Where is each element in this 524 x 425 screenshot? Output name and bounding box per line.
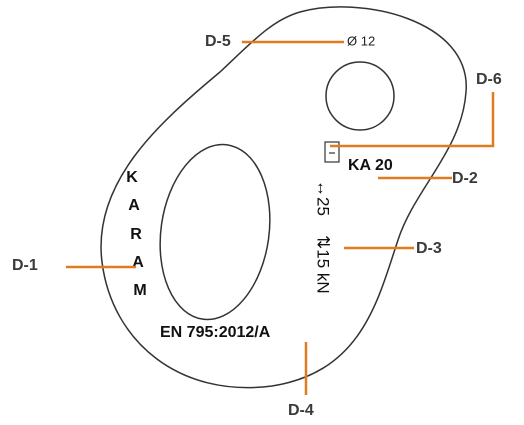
brand: K A R A M [126, 169, 146, 299]
callout-label: D-1 [12, 257, 38, 274]
brand-letter: A [132, 254, 144, 271]
small-hole [325, 61, 395, 131]
plate-outline [100, 6, 467, 389]
callout-label: D-4 [288, 402, 314, 419]
large-hole [159, 143, 271, 321]
dimension: ↔25 [314, 180, 333, 216]
callout-label: D-3 [416, 240, 442, 257]
strength: ⇅15 kN [314, 235, 333, 294]
brand-letter: R [130, 226, 142, 243]
callout-label: D-2 [452, 170, 478, 187]
callout-label: D-5 [205, 33, 231, 50]
standard: EN 795:2012/A [160, 324, 271, 341]
model: KA 20 [348, 157, 393, 174]
brand-letter: K [126, 169, 138, 186]
leader-line [330, 92, 495, 148]
brand-letter: M [133, 282, 146, 299]
callout-label: D-6 [476, 71, 502, 88]
brand-letter: A [128, 197, 140, 214]
diameter: Ø 12 [347, 33, 375, 48]
load-icon [324, 141, 340, 163]
